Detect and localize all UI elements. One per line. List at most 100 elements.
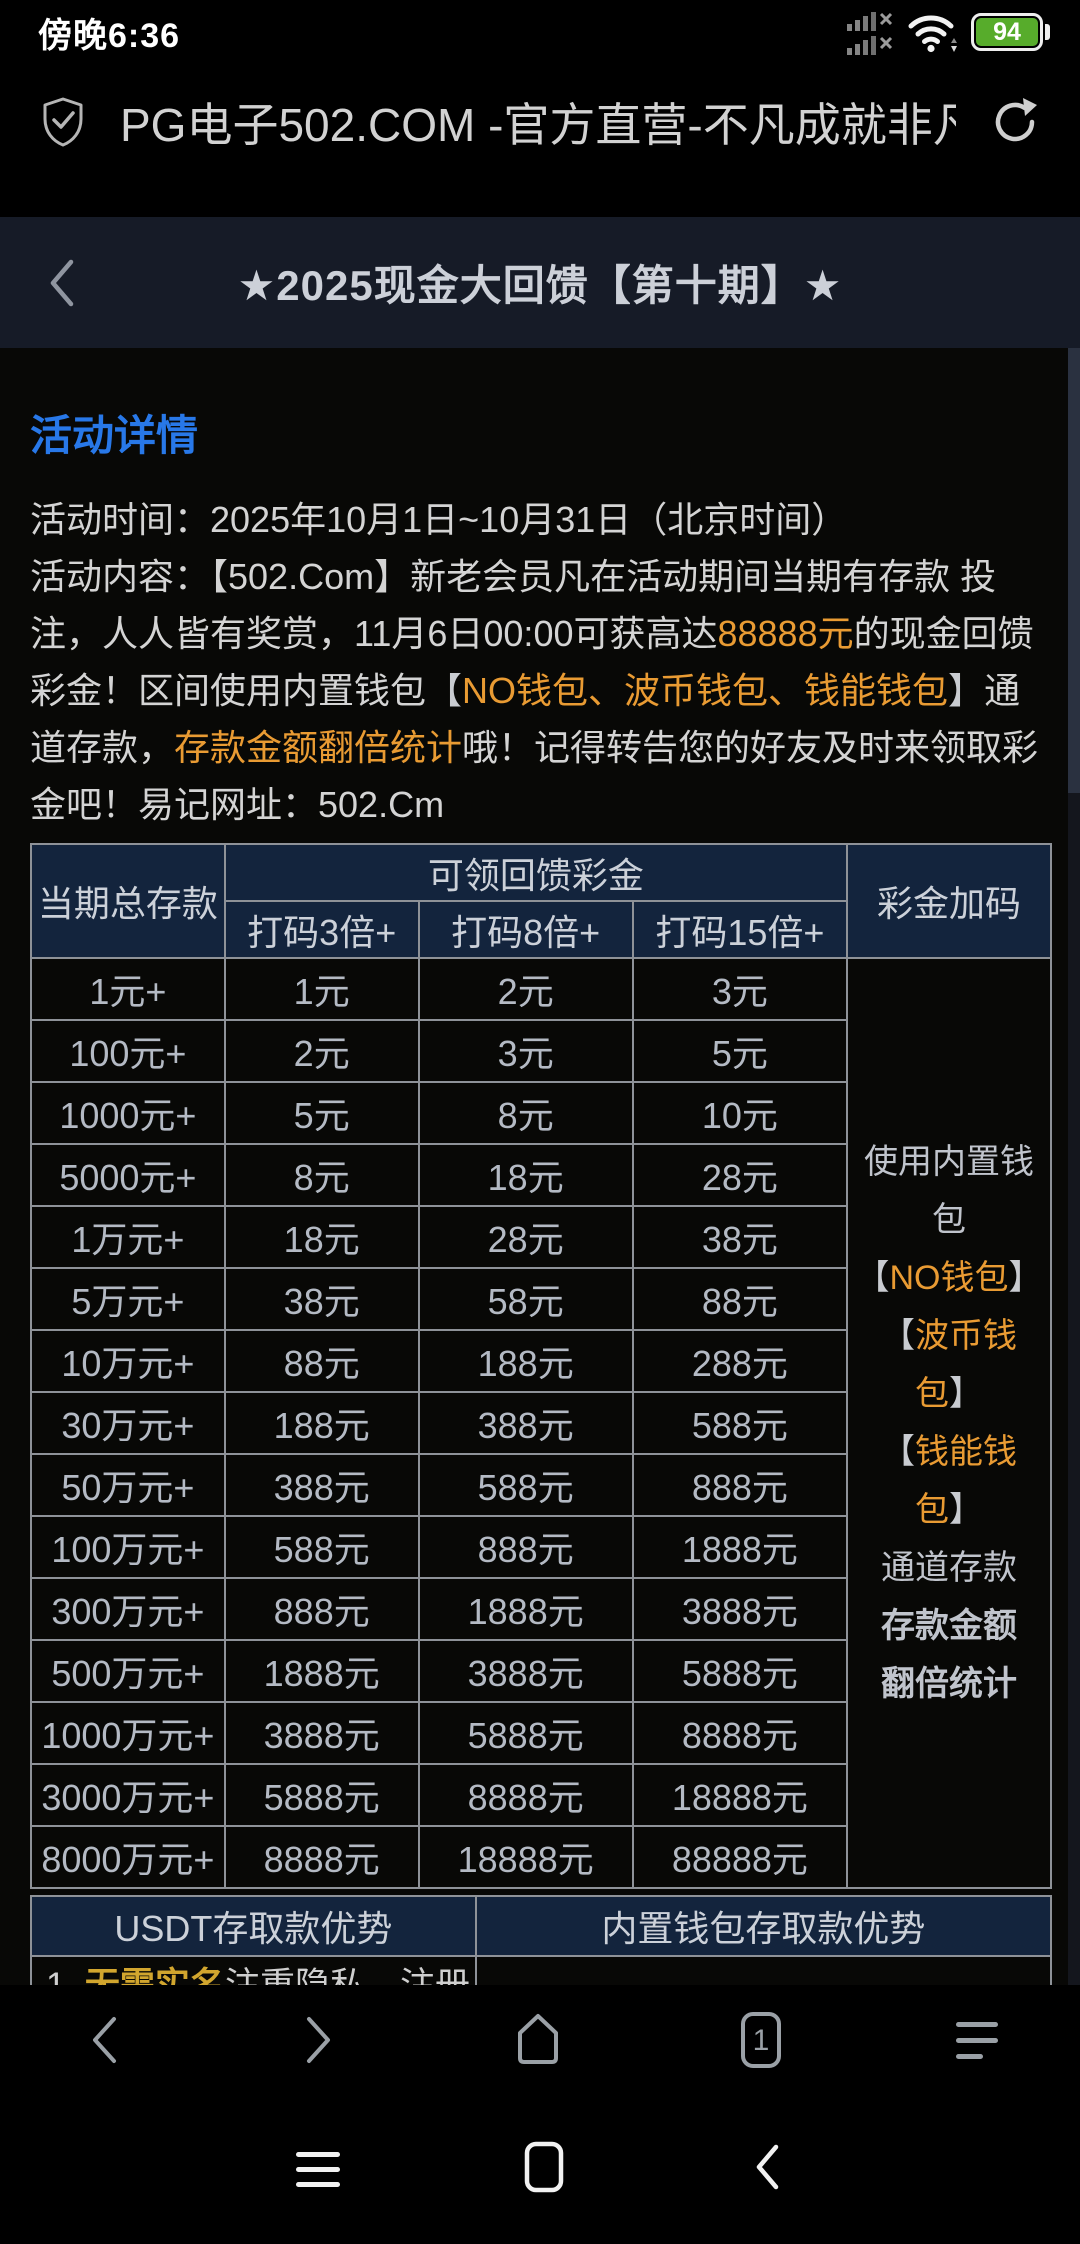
browser-tabs-icon: 1: [740, 2012, 781, 2068]
bonus-8x: 18888元: [417, 1825, 634, 1889]
boost-wallet-1: 【NO钱包】: [855, 1259, 1043, 1297]
bonus-15x: 18888元: [631, 1763, 848, 1827]
table-row: 500万元+ 1888元 3888元 5888元: [30, 1639, 1051, 1703]
scrollbar-thumb[interactable]: [1068, 348, 1080, 793]
battery-percent: 94: [993, 17, 1021, 46]
bonus-3x: 5元: [223, 1081, 420, 1145]
wallet-advantage-item: 1. 买卖代币，支持支付宝/微信/银行: [474, 1955, 1053, 1985]
bonus-3x: 88元: [223, 1329, 420, 1393]
highlight-no-kyc: 无需实名: [85, 1966, 225, 1985]
browser-home-button[interactable]: [511, 2011, 565, 2069]
activity-time-line: 活动时间：2025年10月1日~10月31日（北京时间）: [30, 499, 848, 540]
browser-home-icon: [518, 2014, 558, 2064]
content-text-3: 通道存款，: [30, 670, 1021, 768]
usdt-advantage-header: USDT存取款优势: [30, 1895, 477, 1957]
table-header-row-1: 当期总存款 可领回馈彩金 彩金加码: [30, 843, 1053, 959]
deposit-tier: 1000万元+: [30, 1701, 226, 1765]
bonus-3x: 2元: [223, 1019, 420, 1083]
sim2-signal-icon: [847, 35, 893, 55]
deposit-tier: 1万元+: [30, 1205, 226, 1269]
bonus-8x: 3888元: [417, 1639, 634, 1703]
boost-info-cell: 使用内置钱包 【NO钱包】 【波币钱包】 【钱能钱包】 通道存款 存款金额 翻倍…: [845, 957, 1053, 1889]
table-header-row-2: 打码3倍+ 打码8倍+ 打码15倍+: [31, 900, 1051, 959]
boost-wallet-2: 【波币钱包】: [880, 1317, 1017, 1413]
table-row: 300万元+ 888元 1888元 3888元: [30, 1577, 1051, 1641]
bonus-8x: 188元: [417, 1329, 634, 1393]
browser-forward-icon: [306, 2017, 330, 2063]
system-recents-button[interactable]: [296, 2152, 340, 2187]
table-row: 5000元+ 8元 18元 28元: [30, 1143, 1051, 1207]
bonus-3x: 1元: [223, 957, 420, 1021]
boost-line-6: 存款金额: [880, 1607, 1017, 1645]
bracket-open: 【: [426, 670, 463, 711]
content-text-1: 活动内容：【502.Com】新老会员凡在活动期间当期有存款 投注，人人皆有奖赏，…: [30, 556, 997, 654]
table-row: 1元+ 1元 2元 3元 使用内置钱包 【NO钱包】 【波币钱包】 【钱能钱包】…: [30, 957, 1053, 1889]
bonus-3x: 1888元: [223, 1639, 420, 1703]
back-chevron-icon[interactable]: [44, 255, 78, 311]
bonus-3x: 188元: [223, 1391, 420, 1455]
deposit-tier: 100万元+: [30, 1515, 226, 1579]
table-row: 50万元+ 388元 588元 888元: [30, 1453, 1051, 1517]
col-header-deposit: 当期总存款: [30, 843, 226, 959]
bonus-3x: 38元: [223, 1267, 420, 1331]
table-row: 3000万元+ 5888元 8888元 18888元: [30, 1763, 1051, 1827]
deposit-tier: 1000元+: [30, 1081, 226, 1145]
table-row: 30万元+ 188元 388元 588元: [30, 1391, 1051, 1455]
table-row: 8000万元+ 8888元 18888元 88888元: [30, 1825, 1051, 1889]
bonus-3x: 888元: [223, 1577, 420, 1641]
bonus-8x: 888元: [417, 1515, 634, 1579]
bonus-8x: 8888元: [417, 1763, 634, 1827]
boost-line-5: 通道存款: [880, 1549, 1017, 1587]
sim1-signal-icon: [847, 11, 893, 31]
wallet-advantage-header: 内置钱包存取款优势: [474, 1895, 1053, 1957]
system-home-button[interactable]: [522, 2139, 566, 2200]
browser-tabs-button[interactable]: 1: [736, 2009, 786, 2071]
promo-page-header: ★2025现金大回馈【第十期】★: [0, 217, 1080, 348]
deposit-tier: 300万元+: [30, 1577, 226, 1641]
deposit-tier: 500万元+: [30, 1639, 226, 1703]
usdt-advantage-item: 1. 无需实名注重隐私，注册玩家: [30, 1955, 477, 1985]
bonus-15x: 88888元: [631, 1825, 848, 1889]
bonus-8x: 1888元: [417, 1577, 634, 1641]
deposit-bonus-table: 当期总存款 可领回馈彩金 彩金加码 打码3倍+ 打码8倍+ 打码15倍+ 1元+…: [30, 843, 1053, 1889]
table-row: 1000万元+ 3888元 5888元 8888元: [30, 1701, 1051, 1765]
deposit-tier: 5000元+: [30, 1143, 226, 1207]
system-back-icon: [756, 2144, 779, 2190]
browser-url-bar[interactable]: PG电子502.COM -官方直营-不凡成就非凡: [0, 64, 1080, 180]
page-content: 活动详情 活动时间：2025年10月1日~10月31日（北京时间） 活动内容：【…: [0, 348, 1080, 1985]
bonus-3x: 388元: [223, 1453, 420, 1517]
promo-title: ★2025现金大回馈【第十期】★: [237, 262, 843, 309]
system-nav-bar: [0, 2095, 1080, 2244]
table-row: 5万元+ 38元 58元 88元: [30, 1267, 1051, 1331]
bonus-3x: 5888元: [223, 1763, 420, 1827]
bonus-15x: 5888元: [631, 1639, 848, 1703]
advantage-content-row: 1. 无需实名注重隐私，注册玩家 1. 买卖代币，支持支付宝/微信/银行: [30, 1955, 1053, 1985]
refresh-icon[interactable]: [990, 97, 1040, 147]
bonus-3x: 3888元: [223, 1701, 420, 1765]
browser-forward-button[interactable]: [297, 2010, 341, 2070]
bonus-15x: 38元: [631, 1205, 848, 1269]
table-row: 1万元+ 18元 28元 38元: [30, 1205, 1051, 1269]
system-home-icon: [524, 2141, 564, 2193]
deposit-tier: 50万元+: [30, 1453, 226, 1517]
content-text-2: 的现金回馈彩金！区间使用内置钱包: [30, 613, 1034, 711]
table-row: 100元+ 2元 3元 5元: [30, 1019, 1051, 1083]
bonus-15x: 5元: [631, 1019, 848, 1083]
table-row: 10万元+ 88元 188元 288元: [30, 1329, 1051, 1393]
system-back-button[interactable]: [748, 2141, 784, 2198]
battery-icon: 94: [971, 13, 1050, 51]
bracket-close: 】: [948, 670, 985, 711]
scrollbar-track: [1068, 348, 1080, 1985]
site-security-shield-icon[interactable]: [40, 96, 86, 148]
clock: 傍晚6:36: [38, 16, 181, 55]
page-title-url[interactable]: PG电子502.COM -官方直营-不凡成就非凡: [120, 99, 956, 151]
bonus-8x: 8元: [417, 1081, 634, 1145]
col-header-bonus-group: 可领回馈彩金: [223, 843, 848, 902]
browser-back-button[interactable]: [82, 2010, 126, 2070]
highlight-max-bonus: 88888元: [717, 613, 854, 654]
bonus-8x: 2元: [417, 957, 634, 1021]
browser-menu-button[interactable]: [956, 2021, 998, 2059]
wifi-icon: [908, 15, 957, 53]
activity-content-paragraph: 活动内容：【502.Com】新老会员凡在活动期间当期有存款 投注，人人皆有奖赏，…: [30, 548, 1046, 833]
